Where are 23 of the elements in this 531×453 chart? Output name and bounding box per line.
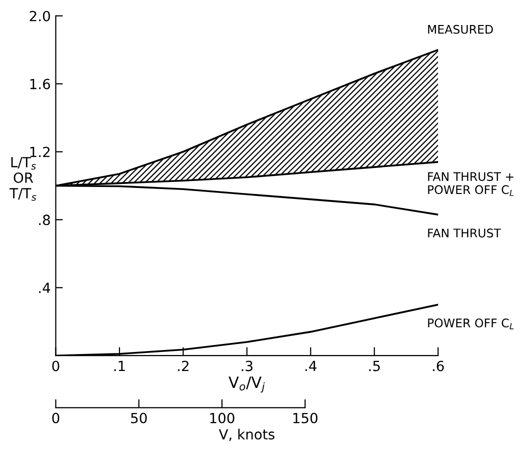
y-tick-label: .4 bbox=[39, 282, 50, 293]
x-tick-label: .4 bbox=[305, 360, 316, 372]
y-tick-label: .8 bbox=[39, 214, 50, 226]
x-tick-label: .2 bbox=[178, 360, 188, 372]
y-axis-title: L/T$_{s}$ OR T/T$_{s}$ bbox=[10, 157, 36, 201]
y-tick-label: 1.6 bbox=[30, 78, 50, 90]
x-axis-title: V$_{o}$/V$_{j}$ bbox=[228, 376, 265, 393]
x-tick-label: .1 bbox=[114, 360, 125, 372]
x2-axis-title: V, knots bbox=[218, 428, 274, 441]
x2-tick-label: 150 bbox=[293, 412, 318, 424]
y-tick-label: 2.0 bbox=[30, 10, 50, 22]
series-label: POWER OFF C$_{L}$ bbox=[428, 318, 514, 330]
series-label: FAN THRUST + POWER OFF C$_{L}$ bbox=[428, 172, 514, 196]
x2-tick-label: 50 bbox=[131, 412, 147, 424]
x2-tick-label: 0 bbox=[52, 412, 60, 424]
x-tick-label: .6 bbox=[432, 360, 444, 372]
x-tick-label: 0 bbox=[52, 360, 60, 372]
series-label: FAN THRUST bbox=[428, 228, 502, 238]
x2-tick-label: 100 bbox=[210, 412, 234, 424]
x-tick-label: .3 bbox=[242, 360, 252, 372]
x-tick-label: .5 bbox=[369, 360, 380, 372]
y-tick-label: 1.2 bbox=[30, 146, 50, 158]
series-label: MEASURED bbox=[428, 24, 493, 34]
